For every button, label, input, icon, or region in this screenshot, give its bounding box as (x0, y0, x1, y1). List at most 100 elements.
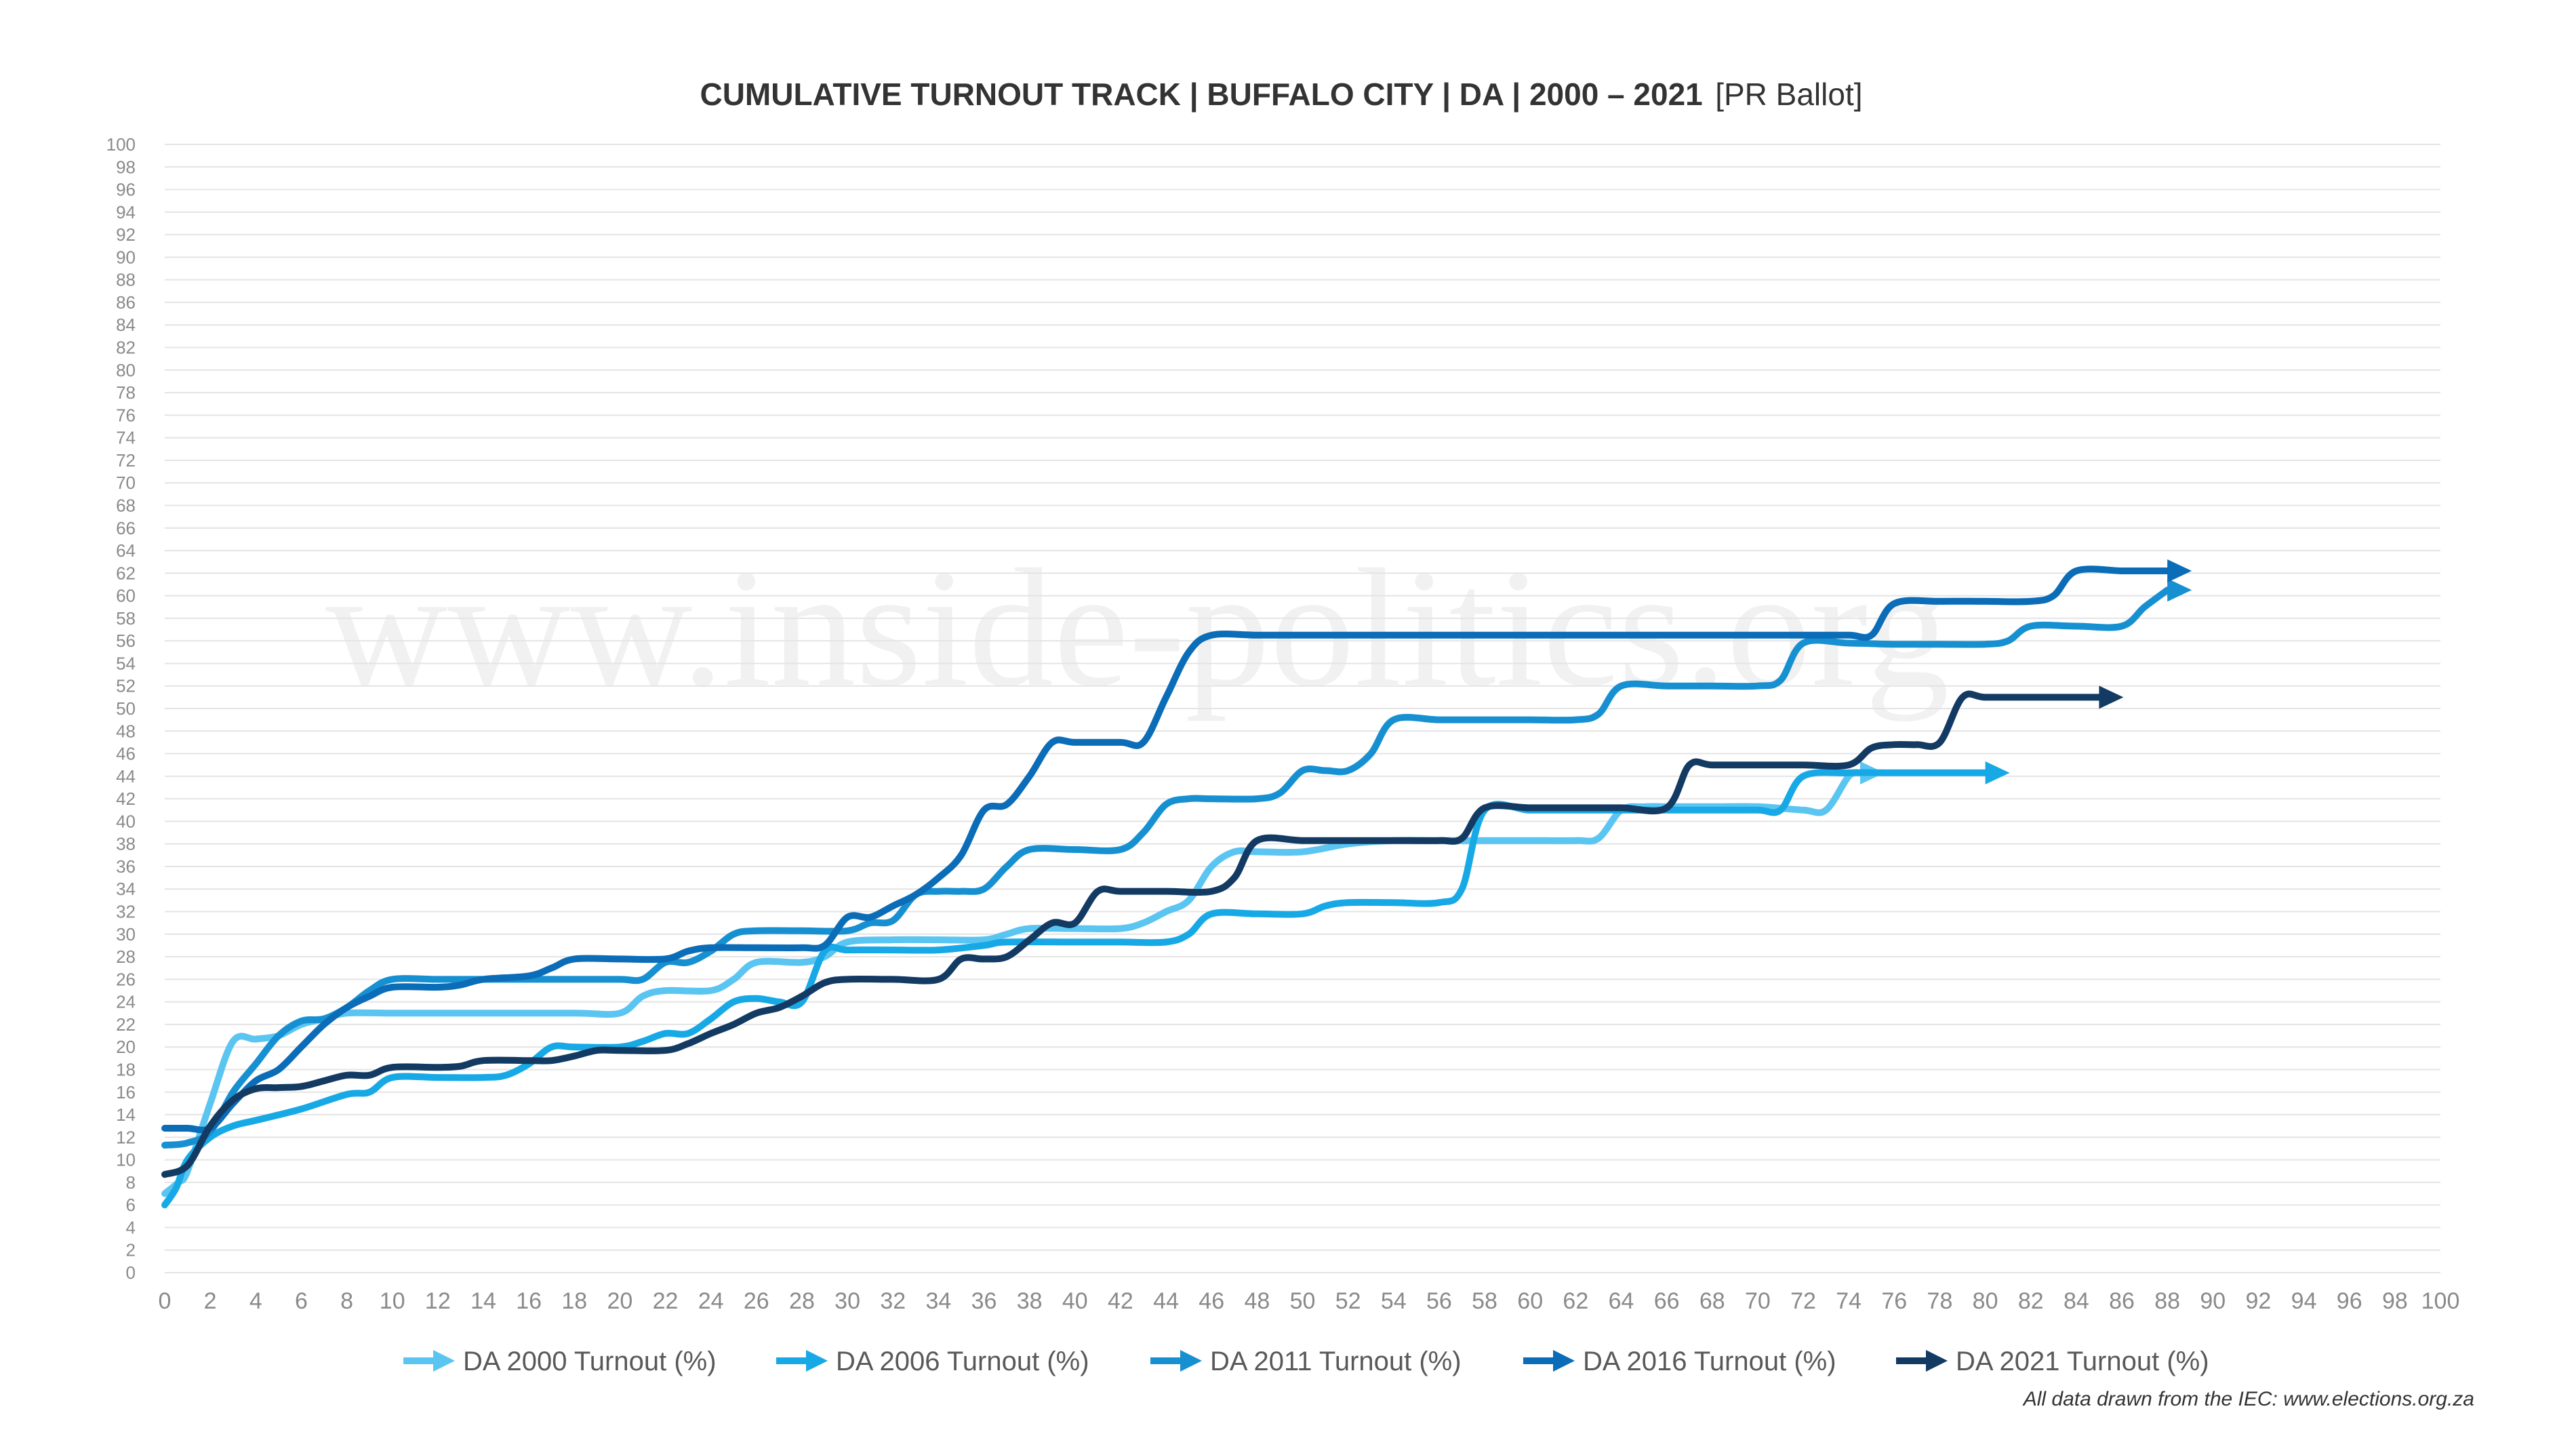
y-tick-label: 62 (116, 563, 136, 583)
y-tick-label: 20 (116, 1037, 136, 1057)
x-tick-label: 20 (607, 1288, 632, 1314)
x-tick-label: 22 (653, 1288, 679, 1314)
legend-item: DA 2016 Turnout (%) (1523, 1347, 1836, 1376)
series-line-4 (161, 690, 2103, 1178)
y-axis-ticks: 0246810121416182022242628303234363840424… (106, 134, 136, 1283)
y-tick-label: 56 (116, 631, 136, 651)
x-tick-label: 52 (1335, 1288, 1361, 1314)
chart-title-main: CUMULATIVE TURNOUT TRACK | BUFFALO CITY … (700, 77, 1702, 112)
x-tick-label: 100 (2421, 1288, 2460, 1314)
legend-item: DA 2021 Turnout (%) (1896, 1347, 2209, 1376)
y-tick-label: 2 (126, 1240, 136, 1260)
y-tick-label: 84 (116, 315, 136, 335)
y-tick-label: 64 (116, 540, 136, 561)
chart-title: CUMULATIVE TURNOUT TRACK | BUFFALO CITY … (700, 77, 1862, 112)
y-tick-label: 38 (116, 834, 136, 854)
y-tick-label: 80 (116, 360, 136, 380)
x-tick-label: 72 (1790, 1288, 1816, 1314)
y-tick-label: 54 (116, 653, 136, 673)
y-tick-label: 86 (116, 292, 136, 313)
x-tick-label: 46 (1199, 1288, 1224, 1314)
y-tick-label: 28 (116, 947, 136, 967)
x-tick-label: 78 (1927, 1288, 1953, 1314)
y-tick-label: 98 (116, 157, 136, 177)
legend-swatch-arrow (433, 1350, 455, 1372)
x-tick-label: 12 (425, 1288, 451, 1314)
y-tick-label: 14 (116, 1104, 136, 1125)
y-tick-label: 94 (116, 202, 136, 222)
y-tick-label: 82 (116, 338, 136, 358)
legend-item: DA 2006 Turnout (%) (776, 1347, 1089, 1376)
x-tick-label: 54 (1381, 1288, 1407, 1314)
y-tick-label: 30 (116, 924, 136, 944)
x-tick-label: 92 (2246, 1288, 2272, 1314)
watermark-text: www.inside-politics.org (325, 534, 1950, 722)
series-line-3 (161, 565, 2171, 1134)
y-tick-label: 18 (116, 1059, 136, 1079)
legend-swatch-arrow (806, 1350, 828, 1372)
x-tick-label: 18 (561, 1288, 587, 1314)
y-tick-label: 42 (116, 789, 136, 809)
series-arrowhead-2 (2167, 578, 2192, 602)
x-tick-label: 90 (2200, 1288, 2226, 1314)
series-lines (161, 559, 2192, 1209)
y-tick-label: 8 (126, 1172, 136, 1193)
x-tick-label: 62 (1563, 1288, 1588, 1314)
x-tick-label: 16 (516, 1288, 542, 1314)
y-tick-label: 52 (116, 676, 136, 696)
legend: DA 2000 Turnout (%) DA 2006 Turnout (%) DA… (403, 1347, 2209, 1376)
y-tick-label: 40 (116, 811, 136, 831)
x-tick-label: 30 (834, 1288, 860, 1314)
legend-item: DA 2000 Turnout (%) (403, 1347, 717, 1376)
y-tick-label: 0 (126, 1262, 136, 1283)
y-tick-label: 68 (116, 495, 136, 515)
legend-label: DA 2016 Turnout (%) (1583, 1347, 1836, 1376)
y-tick-label: 76 (116, 405, 136, 425)
series-arrowhead-4 (2099, 685, 2124, 709)
x-tick-label: 4 (249, 1288, 262, 1314)
y-tick-label: 6 (126, 1195, 136, 1215)
x-tick-label: 98 (2382, 1288, 2408, 1314)
x-tick-label: 68 (1699, 1288, 1725, 1314)
x-tick-label: 82 (2018, 1288, 2044, 1314)
x-tick-label: 76 (1881, 1288, 1907, 1314)
series-line-2 (161, 586, 2171, 1149)
x-tick-label: 28 (789, 1288, 815, 1314)
y-tick-label: 88 (116, 270, 136, 290)
x-tick-label: 56 (1426, 1288, 1452, 1314)
y-tick-label: 70 (116, 473, 136, 493)
legend-label: DA 2006 Turnout (%) (836, 1347, 1089, 1376)
y-tick-label: 16 (116, 1082, 136, 1102)
y-tick-label: 4 (126, 1217, 136, 1237)
y-tick-label: 78 (116, 382, 136, 403)
y-tick-label: 12 (116, 1127, 136, 1147)
x-tick-label: 66 (1654, 1288, 1680, 1314)
y-tick-label: 44 (116, 766, 136, 787)
x-tick-label: 24 (698, 1288, 724, 1314)
legend-label: DA 2021 Turnout (%) (1956, 1347, 2209, 1376)
x-tick-label: 94 (2291, 1288, 2317, 1314)
x-tick-label: 74 (1836, 1288, 1861, 1314)
y-tick-label: 10 (116, 1150, 136, 1170)
x-tick-label: 8 (340, 1288, 353, 1314)
series-line-0 (161, 769, 1864, 1197)
gridlines (165, 144, 2440, 1273)
y-tick-label: 50 (116, 698, 136, 719)
legend-swatch-arrow (1926, 1350, 1948, 1372)
x-tick-label: 6 (295, 1288, 308, 1314)
y-tick-label: 48 (116, 721, 136, 741)
x-tick-label: 26 (744, 1288, 769, 1314)
x-tick-label: 34 (925, 1288, 951, 1314)
y-tick-label: 24 (116, 992, 136, 1012)
series-arrowhead-3 (2167, 559, 2192, 582)
y-tick-label: 46 (116, 744, 136, 764)
x-axis-ticks: 0 2 4 6 8 10 12 14 16 18 20 22 24 26 28 30 32 34 36 38 40 42 4… (159, 1288, 2460, 1314)
y-tick-label: 90 (116, 247, 136, 267)
x-tick-label: 14 (470, 1288, 496, 1314)
y-tick-label: 36 (116, 856, 136, 877)
x-tick-label: 60 (1517, 1288, 1543, 1314)
legend-swatch-arrow (1553, 1350, 1575, 1372)
y-tick-label: 58 (116, 608, 136, 629)
